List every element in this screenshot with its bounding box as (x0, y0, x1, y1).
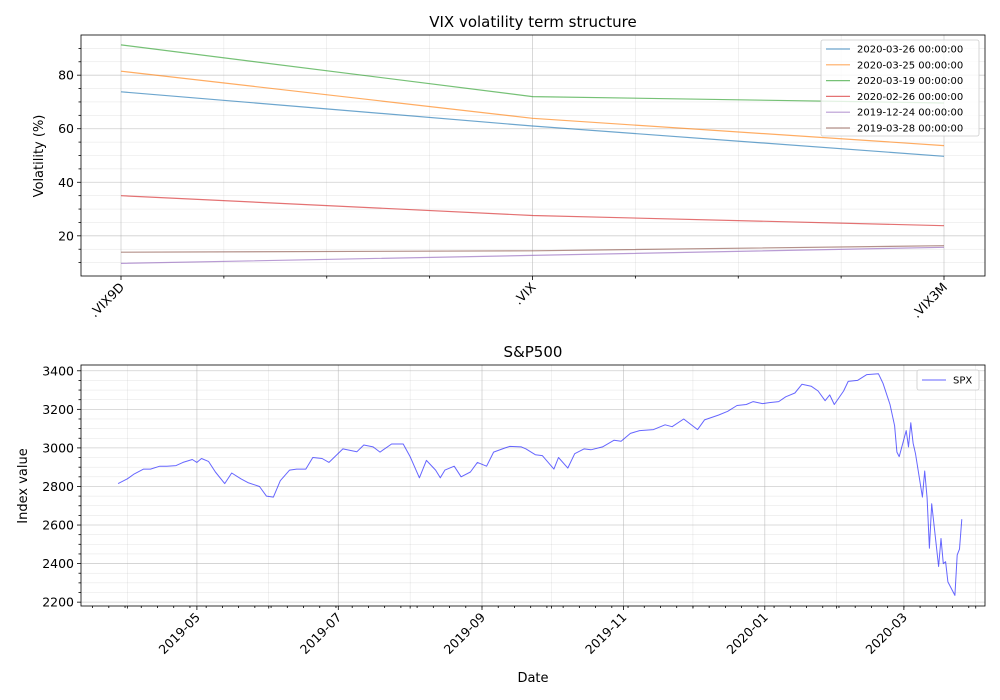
vix-chart-title: VIX volatility term structure (429, 13, 637, 31)
spx-grid (81, 365, 985, 606)
spx-x-tick-label: 2019-05 (155, 610, 203, 658)
spx-x-tick-label: 2019-09 (441, 609, 489, 657)
spx-y-tick-label: 3200 (42, 402, 74, 417)
spx-series-lines (117, 373, 963, 596)
vix-series-line (120, 44, 945, 104)
spx-axis-ticks: 2019-05 2019-07 2019-09 2019-11 2020-01 2020-… (42, 363, 977, 658)
spx-series-line (117, 373, 963, 596)
spx-legend: SPX (916, 369, 980, 391)
spx-y-tick-label: 3400 (42, 363, 74, 378)
vix-legend-label: 2019-12-24 00:00:00 (857, 108, 963, 119)
spx-y-tick-label: 2800 (42, 479, 74, 494)
spx-legend-label: SPX (953, 376, 972, 387)
vix-legend-label: 2020-02-26 00:00:00 (857, 92, 963, 103)
spx-y-axis-label: Index value (16, 448, 31, 523)
vix-legend-box (820, 39, 980, 137)
spx-legend-box (916, 369, 980, 391)
vix-series-line (120, 246, 945, 264)
vix-legend: 2020-03-26 00:00:00 2020-03-25 00:00:00 20… (820, 39, 980, 137)
spx-x-tick-label: 2020-03 (862, 610, 910, 658)
spx-panel: 2019-05 2019-07 2019-09 2019-11 2020-01 2020-… (16, 343, 986, 686)
vix-y-tick-label: 20 (58, 228, 74, 243)
spx-y-tick-label: 2600 (42, 518, 74, 533)
vix-y-axis-label: Volatility (%) (32, 115, 47, 198)
vix-legend-label: 2020-03-25 00:00:00 (857, 60, 963, 71)
vix-legend-label: 2020-03-26 00:00:00 (857, 45, 963, 56)
vix-x-tick-label: .VIX (510, 279, 538, 307)
vix-series-lines (120, 44, 945, 264)
vix-x-tick-label: .VIX9D (87, 280, 128, 321)
vix-legend-label: 2020-03-19 00:00:00 (857, 76, 963, 87)
spx-axes-frame (80, 364, 986, 607)
spx-x-axis-label: Date (517, 671, 548, 686)
spx-chart-title: S&P500 (504, 343, 563, 361)
vix-axis-ticks: 20 40 60 80 .VIX9D .VIX .VIX3M (58, 47, 950, 321)
vix-term-structure-panel: 20 40 60 80 .VIX9D .VIX .VIX3M VIX volatility … (32, 13, 986, 321)
spx-x-tick-label: 2019-11 (582, 610, 630, 658)
vix-y-tick-label: 40 (58, 175, 74, 190)
vix-y-tick-label: 80 (58, 68, 74, 83)
vix-series-line (120, 245, 945, 253)
spx-x-tick-label: 2020-01 (723, 610, 771, 658)
spx-y-tick-label: 2400 (42, 556, 74, 571)
vix-series-line (120, 91, 945, 157)
vix-legend-label: 2019-03-28 00:00:00 (857, 124, 963, 135)
vix-x-tick-label: .VIX3M (909, 280, 950, 321)
spx-y-tick-label: 2200 (42, 595, 74, 610)
vix-y-tick-label: 60 (58, 121, 74, 136)
vix-series-line (120, 70, 945, 147)
vix-series-line (120, 195, 945, 227)
spx-x-tick-label: 2019-07 (297, 610, 345, 658)
spx-y-tick-label: 3000 (42, 440, 74, 455)
